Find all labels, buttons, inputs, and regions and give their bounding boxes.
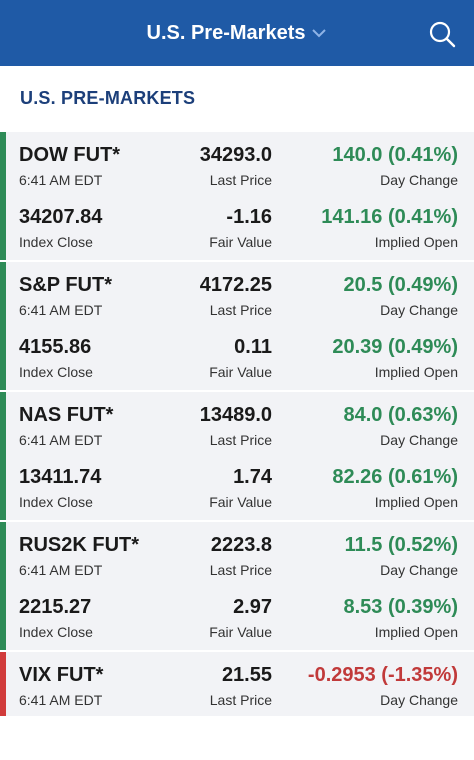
day-change-label: Day Change: [380, 302, 458, 318]
market-row-bottom: 13411.74 Index Close 1.74 Fair Value 82.…: [6, 454, 474, 516]
market-time: 6:41 AM EDT: [19, 562, 103, 578]
implied-open-value: 82.26 (0.61%): [332, 466, 458, 488]
implied-open-value: 141.16 (0.41%): [321, 206, 458, 228]
fair-value-label: Fair Value: [209, 494, 272, 510]
implied-open-label: Implied Open: [374, 624, 458, 640]
section-title: U.S. PRE-MARKETS: [20, 88, 196, 108]
last-price-label: Last Price: [209, 562, 272, 578]
market-block-sp[interactable]: S&P FUT* 6:41 AM EDT 4172.25 Last Price …: [0, 262, 474, 390]
market-row-top: NAS FUT* 6:41 AM EDT 13489.0 Last Price …: [6, 392, 474, 454]
market-row-top: RUS2K FUT* 6:41 AM EDT 2223.8 Last Price…: [6, 522, 474, 584]
fair-value-value: 1.74: [233, 466, 272, 488]
market-row-bottom: 4155.86 Index Close 0.11 Fair Value 20.3…: [6, 324, 474, 386]
header-title: U.S. Pre-Markets: [146, 21, 306, 44]
last-price-value: 2223.8: [210, 534, 272, 556]
day-change-label: Day Change: [380, 432, 458, 448]
market-row-bottom: 34207.84 Index Close -1.16 Fair Value 14…: [6, 194, 474, 256]
market-block-vix[interactable]: VIX FUT* 6:41 AM EDT 21.55 Last Price -0…: [0, 652, 474, 716]
market-row-top: DOW FUT* 6:41 AM EDT 34293.0 Last Price …: [6, 132, 474, 194]
day-change-value: 84.0 (0.63%): [343, 404, 458, 426]
implied-open-label: Implied Open: [374, 234, 458, 250]
chevron-down-icon: [312, 29, 327, 38]
fair-value-label: Fair Value: [209, 624, 272, 640]
fair-value-value: 2.97: [233, 596, 272, 618]
market-time: 6:41 AM EDT: [19, 302, 103, 318]
market-time: 6:41 AM EDT: [19, 432, 103, 448]
fair-value-label: Fair Value: [209, 364, 272, 380]
last-price-label: Last Price: [209, 302, 272, 318]
fair-value-label: Fair Value: [209, 234, 272, 250]
last-price-value: 34293.0: [199, 144, 272, 166]
implied-open-value: 20.39 (0.49%): [332, 336, 458, 358]
implied-open-label: Implied Open: [374, 364, 458, 380]
markets-list: DOW FUT* 6:41 AM EDT 34293.0 Last Price …: [0, 132, 474, 716]
last-price-label: Last Price: [209, 172, 272, 188]
implied-open-value: 8.53 (0.39%): [343, 596, 458, 618]
market-row-bottom: 2215.27 Index Close 2.97 Fair Value 8.53…: [6, 584, 474, 646]
last-price-value: 13489.0: [199, 404, 272, 426]
market-row-top: S&P FUT* 6:41 AM EDT 4172.25 Last Price …: [6, 262, 474, 324]
fair-value-value: -1.16: [226, 206, 272, 228]
market-name: NAS FUT*: [19, 404, 114, 426]
last-price-value: 21.55: [221, 664, 272, 686]
search-icon[interactable]: [428, 20, 456, 48]
index-close-value: 34207.84: [19, 206, 103, 228]
index-close-value: 4155.86: [19, 336, 92, 358]
day-change-label: Day Change: [380, 172, 458, 188]
market-time: 6:41 AM EDT: [19, 692, 103, 708]
market-name: VIX FUT*: [19, 664, 104, 686]
last-price-value: 4172.25: [199, 274, 272, 296]
app-header: U.S. Pre-Markets: [0, 0, 474, 66]
day-change-value: 11.5 (0.52%): [344, 534, 458, 556]
market-time: 6:41 AM EDT: [19, 172, 103, 188]
market-selector[interactable]: U.S. Pre-Markets: [147, 22, 328, 45]
day-change-value: 140.0 (0.41%): [332, 144, 458, 166]
day-change-value: -0.2953 (-1.35%): [307, 664, 458, 686]
market-block-dow[interactable]: DOW FUT* 6:41 AM EDT 34293.0 Last Price …: [0, 132, 474, 260]
index-close-label: Index Close: [19, 234, 93, 250]
index-close-label: Index Close: [19, 624, 93, 640]
index-close-label: Index Close: [19, 364, 93, 380]
market-name: S&P FUT*: [19, 274, 112, 296]
last-price-label: Last Price: [209, 432, 272, 448]
market-name: RUS2K FUT*: [19, 534, 140, 556]
market-name: DOW FUT*: [19, 144, 121, 166]
market-row-top: VIX FUT* 6:41 AM EDT 21.55 Last Price -0…: [6, 652, 474, 714]
day-change-label: Day Change: [380, 692, 458, 708]
implied-open-label: Implied Open: [374, 494, 458, 510]
index-close-value: 13411.74: [19, 466, 102, 488]
day-change-value: 20.5 (0.49%): [343, 274, 458, 296]
index-close-value: 2215.27: [19, 596, 92, 618]
day-change-label: Day Change: [380, 562, 458, 578]
fair-value-value: 0.11: [234, 336, 272, 358]
market-block-rus2k[interactable]: RUS2K FUT* 6:41 AM EDT 2223.8 Last Price…: [0, 522, 474, 650]
market-block-nas[interactable]: NAS FUT* 6:41 AM EDT 13489.0 Last Price …: [0, 392, 474, 520]
last-price-label: Last Price: [209, 692, 272, 708]
index-close-label: Index Close: [19, 494, 93, 510]
